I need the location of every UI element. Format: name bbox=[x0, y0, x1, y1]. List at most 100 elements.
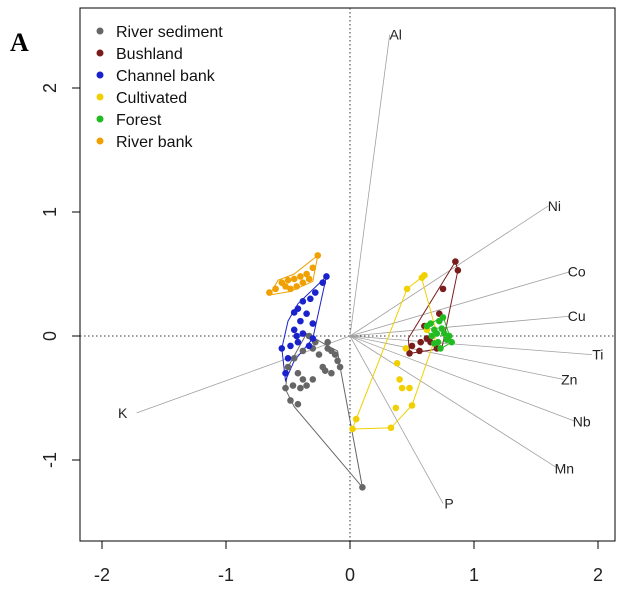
point-channel-bank bbox=[299, 330, 307, 337]
point-river-sediment bbox=[303, 382, 310, 389]
point-bushland bbox=[406, 350, 413, 357]
plot-frame bbox=[79, 7, 616, 542]
point-cultivated bbox=[392, 404, 400, 412]
loading-line-k bbox=[136, 335, 351, 414]
point-river-sediment bbox=[359, 483, 366, 491]
point-cultivated bbox=[408, 402, 416, 409]
point-bushland bbox=[417, 338, 424, 346]
legend-label-forest: Forest bbox=[116, 112, 162, 129]
point-cultivated bbox=[349, 425, 356, 433]
point-river-bank bbox=[305, 275, 313, 283]
point-channel-bank bbox=[305, 342, 313, 350]
point-channel-bank bbox=[282, 369, 289, 377]
hull-river-sediment bbox=[284, 332, 364, 490]
axis-ticks: -2 -1 0 1 2 -1 0 1 2 bbox=[40, 83, 603, 585]
point-river-sediment bbox=[284, 363, 292, 371]
point-river-bank bbox=[290, 275, 298, 283]
point-bushland bbox=[454, 266, 462, 274]
point-forest bbox=[427, 320, 434, 327]
point-cultivated bbox=[387, 424, 395, 432]
point-river-sediment bbox=[336, 363, 344, 371]
point-river-sediment bbox=[297, 384, 304, 392]
loading-label-nb: Nb bbox=[573, 414, 591, 430]
point-channel-bank bbox=[294, 338, 302, 346]
y-tick-label: 2 bbox=[40, 83, 60, 93]
point-river-bank bbox=[303, 270, 310, 278]
loading-label-cu: Cu bbox=[568, 308, 586, 324]
point-forest bbox=[437, 345, 444, 352]
point-channel-bank bbox=[309, 335, 317, 342]
point-cultivated bbox=[398, 384, 406, 392]
point-channel-bank bbox=[323, 273, 330, 280]
sample-points bbox=[266, 252, 462, 491]
point-river-sediment bbox=[294, 369, 302, 377]
point-river-bank bbox=[299, 279, 307, 286]
point-cultivated bbox=[406, 384, 413, 392]
legend-marker-cultivated bbox=[96, 93, 104, 101]
point-forest bbox=[428, 332, 436, 340]
loading-label-k: K bbox=[118, 405, 128, 421]
legend-marker-river-bank bbox=[96, 137, 104, 145]
point-river-sediment bbox=[324, 338, 331, 346]
legend-label-cultivated: Cultivated bbox=[116, 90, 187, 107]
loading-line-nb bbox=[349, 335, 576, 422]
point-channel-bank bbox=[290, 326, 298, 334]
point-river-sediment bbox=[334, 357, 341, 365]
loading-vectors: Al Ni Co Cu Ti Zn Nb Mn P K bbox=[118, 27, 603, 512]
legend-marker-forest bbox=[96, 115, 104, 123]
y-tick-label: 1 bbox=[40, 207, 60, 217]
point-forest bbox=[433, 330, 441, 337]
point-channel-bank bbox=[303, 310, 310, 317]
point-channel-bank bbox=[311, 289, 319, 296]
point-cultivated bbox=[403, 285, 411, 293]
point-river-bank bbox=[278, 279, 286, 286]
x-tick-label: -2 bbox=[94, 565, 110, 585]
point-river-sediment bbox=[290, 355, 298, 362]
point-forest bbox=[438, 325, 446, 332]
y-tick-label: -1 bbox=[40, 452, 60, 468]
point-river-sediment bbox=[309, 376, 317, 383]
point-cultivated bbox=[402, 345, 410, 352]
point-cultivated bbox=[393, 359, 401, 367]
loading-line-co bbox=[349, 271, 571, 337]
loading-label-mn: Mn bbox=[555, 461, 574, 477]
x-tick-label: 0 bbox=[345, 565, 355, 585]
point-river-bank bbox=[309, 264, 317, 272]
loading-label-zn: Zn bbox=[561, 371, 577, 387]
point-channel-bank bbox=[299, 297, 307, 305]
legend-marker-channel-bank bbox=[96, 71, 104, 79]
point-forest bbox=[431, 340, 438, 347]
point-channel-bank bbox=[297, 317, 304, 325]
x-tick-label: 1 bbox=[469, 565, 479, 585]
legend-label-bushland: Bushland bbox=[116, 46, 183, 63]
loading-label-ti: Ti bbox=[592, 347, 603, 363]
point-river-sediment bbox=[282, 384, 289, 392]
point-river-bank bbox=[266, 289, 273, 296]
loading-line-mn bbox=[349, 335, 559, 470]
loading-line-al bbox=[349, 34, 391, 337]
point-channel-bank bbox=[293, 332, 300, 340]
point-bushland bbox=[452, 258, 459, 265]
point-channel-bank bbox=[287, 342, 294, 350]
point-forest bbox=[439, 314, 447, 321]
loading-label-p: P bbox=[444, 495, 453, 511]
point-river-bank bbox=[287, 285, 294, 293]
point-forest bbox=[448, 338, 455, 346]
point-forest bbox=[443, 336, 451, 344]
zero-lines bbox=[80, 8, 615, 541]
point-channel-bank bbox=[284, 355, 292, 362]
point-cultivated bbox=[352, 415, 360, 423]
point-channel-bank bbox=[309, 320, 317, 327]
point-forest bbox=[440, 330, 448, 337]
legend: River sediment Bushland Channel bank Cultiv… bbox=[96, 24, 223, 151]
x-tick-label: 2 bbox=[593, 565, 603, 585]
point-river-sediment bbox=[299, 376, 307, 383]
point-river-sediment bbox=[331, 351, 339, 358]
point-river-sediment bbox=[289, 382, 297, 389]
point-channel-bank bbox=[319, 279, 327, 286]
loading-label-co: Co bbox=[568, 264, 586, 280]
point-river-bank bbox=[293, 283, 300, 290]
point-channel-bank bbox=[307, 295, 314, 303]
legend-marker-river-sediment bbox=[96, 27, 104, 35]
